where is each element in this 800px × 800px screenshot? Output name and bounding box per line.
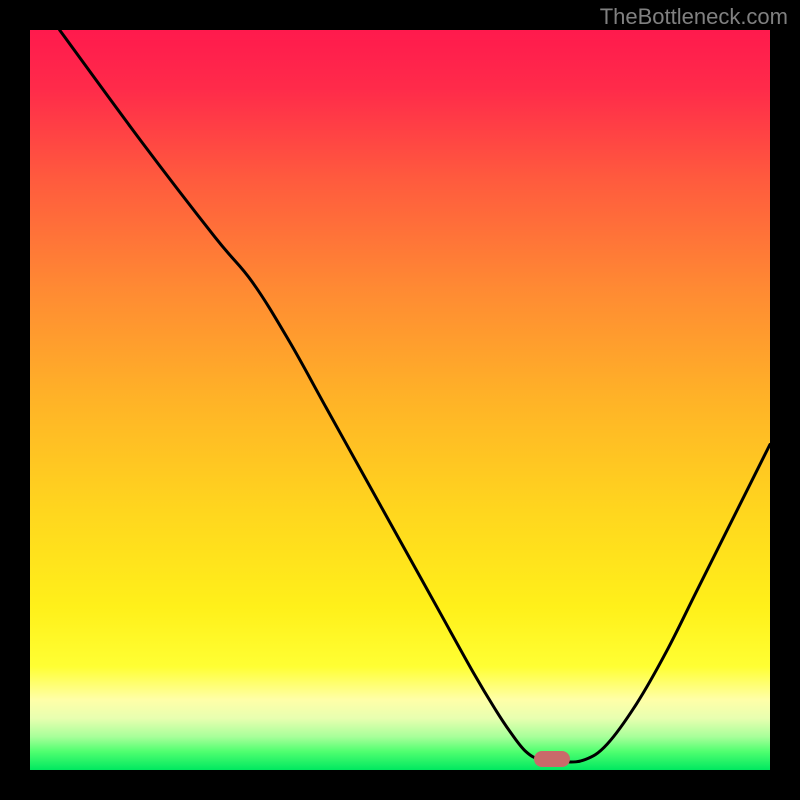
- chart-plot-area: [30, 30, 770, 770]
- chart-curve: [30, 30, 770, 770]
- chart-minimum-marker: [534, 751, 570, 767]
- watermark-text: TheBottleneck.com: [600, 4, 788, 30]
